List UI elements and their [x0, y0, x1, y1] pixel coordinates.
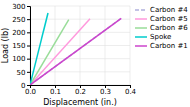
tick-mark: [27, 6, 30, 7]
x-axis-title: Displacement (in.): [43, 98, 117, 107]
legend-swatch: [135, 9, 147, 11]
lines: [30, 13, 121, 85]
legend-swatch: [135, 27, 147, 29]
tick-label: 100: [12, 55, 25, 63]
legend-swatch: [135, 45, 147, 47]
tick: 100: [12, 55, 30, 63]
tick-mark: [27, 72, 30, 73]
tick: 0.1: [50, 85, 61, 96]
tick: 0.4: [125, 85, 137, 96]
legend-item: Carbon #5: [135, 15, 188, 23]
series-line: [30, 18, 121, 85]
legend-item: Spoke: [135, 33, 171, 41]
tick-label: 0.0: [25, 88, 36, 96]
grid-line: [30, 6, 130, 7]
legend-item: Carbon #6: [135, 24, 188, 32]
tick-label: 0.1: [50, 88, 61, 96]
tick: 200: [12, 29, 30, 37]
tick-label: 150: [12, 42, 25, 50]
plot: 0.0 0.1 0.2 0.3 0.4 0 50 100 150 200 250 300: [12, 3, 136, 97]
legend: Carbon #4Carbon #5Carbon #6SpokeCarbon #…: [135, 6, 188, 50]
grid: [30, 6, 130, 85]
tick-label: 0.3: [100, 88, 111, 96]
legend-item: Carbon #4: [135, 6, 188, 14]
grid-line: [30, 32, 130, 33]
tick-label: 0: [21, 82, 25, 90]
tick-mark: [27, 19, 30, 20]
legend-label: Carbon #5: [150, 15, 188, 23]
legend-label: Spoke: [150, 33, 171, 41]
legend-swatch: [135, 36, 147, 38]
chart: 0.0 0.1 0.2 0.3 0.4 0 50 100 150 200 250 300 Displac…: [0, 0, 190, 107]
tick-mark: [27, 85, 30, 86]
tick: 50: [17, 69, 30, 77]
tick-label: 0.4: [125, 88, 137, 96]
tick: 0: [21, 82, 30, 90]
grid-line: [30, 19, 130, 20]
grid-line: [30, 45, 130, 46]
tick: 0.2: [75, 85, 86, 96]
tick-label: 300: [12, 3, 25, 11]
axis-line: [27, 7, 31, 86]
series-line: [30, 20, 69, 85]
tick: 300: [12, 3, 30, 11]
y-axis-title: Load (lb): [1, 28, 10, 63]
tick-label: 50: [17, 69, 26, 77]
tick: 250: [12, 16, 30, 24]
legend-label: Carbon #1: [150, 42, 188, 50]
tick-label: 250: [12, 16, 25, 24]
grid-line: [30, 71, 130, 72]
legend-label: Carbon #4: [150, 6, 188, 14]
y-axis: 0 50 100 150 200 250 300: [12, 3, 30, 90]
tick-mark: [27, 32, 30, 33]
tick-label: 0.2: [75, 88, 86, 96]
legend-label: Carbon #6: [150, 24, 188, 32]
legend-item: Carbon #1: [135, 42, 188, 50]
legend-swatch: [135, 18, 147, 20]
x-axis: 0.0 0.1 0.2 0.3 0.4: [25, 85, 137, 96]
tick-mark: [27, 46, 30, 47]
tick: 0.3: [100, 85, 111, 96]
tick-label: 200: [12, 29, 25, 37]
tick: 0.0: [25, 85, 36, 96]
tick: 150: [12, 42, 30, 50]
tick-mark: [27, 59, 30, 60]
